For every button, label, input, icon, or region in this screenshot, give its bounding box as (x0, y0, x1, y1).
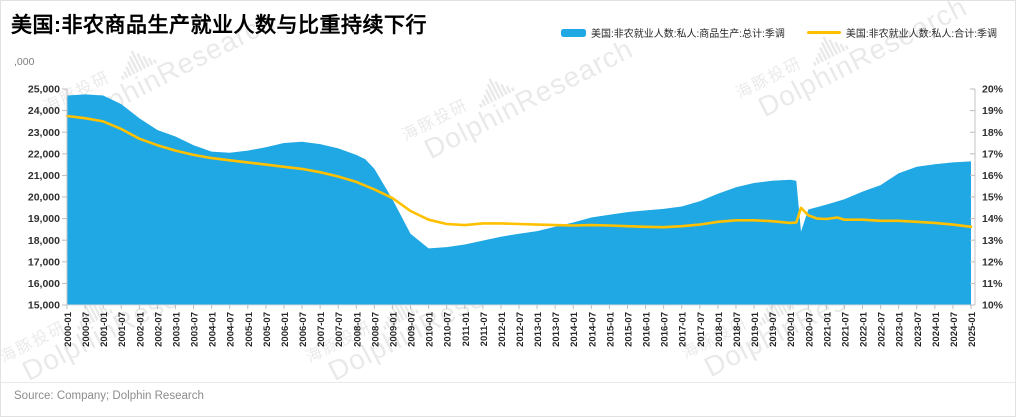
left-axis-tick-label: 15,000 (28, 300, 60, 312)
x-axis-tick-label: 2002-01 (135, 311, 146, 347)
right-axis-tick-label: 11% (982, 278, 1003, 290)
left-axis-tick-label: 16,000 (28, 278, 60, 290)
x-axis-tick-label: 2009-01 (388, 311, 399, 347)
x-axis-tick-label: 2014-01 (569, 311, 580, 347)
x-axis-tick-label: 2002-07 (153, 312, 164, 347)
x-axis-tick-label: 2015-07 (624, 312, 635, 347)
right-axis-tick-label: 19% (982, 105, 1004, 117)
left-axis-tick-label: 19,000 (28, 213, 60, 225)
left-axis-tick-label: 17,000 (28, 256, 60, 268)
x-axis-tick-label: 2001-01 (99, 311, 110, 347)
legend-label-total-private: 美国:非农就业人数:私人:合计:季调 (845, 29, 997, 40)
x-axis-tick-label: 2024-07 (949, 312, 960, 347)
x-axis-tick-label: 2009-07 (407, 312, 418, 347)
left-axis-tick-label: 21,000 (28, 170, 60, 182)
footer-divider (1, 382, 1015, 383)
x-axis-tick-label: 2010-01 (425, 311, 436, 347)
x-axis-tick-label: 2011-07 (479, 312, 490, 346)
x-axis-tick-label: 2006-07 (298, 312, 309, 347)
x-axis-tick-label: 2025-01 (967, 311, 978, 347)
x-axis-tick-label: 2000-01 (63, 311, 74, 347)
area-series (67, 94, 971, 306)
x-axis-tick-label: 2016-07 (660, 312, 671, 347)
x-axis-tick-label: 2019-01 (750, 311, 761, 347)
x-axis-tick-label: 2017-01 (678, 311, 689, 347)
legend-area-swatch (560, 28, 586, 37)
x-axis-tick-label: 2022-01 (859, 311, 870, 347)
x-axis-tick-label: 2005-01 (244, 311, 255, 347)
x-axis-tick-label: 2021-07 (840, 312, 851, 347)
left-axis-tick-label: 22,000 (28, 148, 60, 160)
x-axis-tick-label: 2004-07 (226, 312, 237, 347)
x-axis-tick-label: 2020-01 (786, 311, 797, 347)
left-axis-tick-label: 25,000 (28, 84, 60, 96)
x-axis-tick-label: 2010-07 (443, 312, 454, 347)
right-axis-tick-label: 14% (982, 213, 1004, 225)
x-axis-tick-label: 2012-01 (497, 311, 508, 347)
left-axis-tick-label: 23,000 (28, 127, 60, 139)
right-axis-tick-label: 12% (982, 256, 1004, 268)
x-axis-tick-label: 2003-07 (190, 312, 201, 347)
x-axis-tick-label: 2006-01 (280, 311, 291, 347)
x-axis-tick-label: 2023-01 (895, 311, 906, 347)
x-axis-tick-label: 2001-07 (117, 312, 128, 347)
x-axis-tick-label: 2017-07 (696, 312, 707, 347)
x-axis-tick-label: 2012-07 (515, 312, 526, 347)
x-axis-tick-label: 2003-01 (172, 311, 183, 347)
source-note: Source: Company; Dolphin Research (14, 390, 204, 402)
right-axis-tick-label: 10% (982, 300, 1004, 312)
right-axis-tick-label: 15% (982, 192, 1004, 204)
left-axis-unit-label: ,000 (14, 56, 35, 68)
x-axis-tick-label: 2013-01 (533, 311, 544, 347)
left-axis-tick-label: 24,000 (28, 105, 60, 117)
x-axis-tick-label: 2005-07 (262, 312, 273, 347)
x-axis-tick-label: 2020-07 (804, 312, 815, 347)
x-axis-tick-label: 2000-07 (81, 312, 92, 347)
x-axis-tick-label: 2007-01 (316, 311, 327, 347)
legend-item-goods-producing: 美国:非农就业人数:私人:商品生产:总计:季调 (560, 25, 785, 40)
x-axis-tick-label: 2021-01 (822, 311, 833, 347)
legend-item-total-private: 美国:非农就业人数:私人:合计:季调 (806, 25, 997, 40)
legend: 美国:非农就业人数:私人:商品生产:总计:季调 美国:非农就业人数:私人:合计:… (560, 25, 997, 40)
legend-label-goods-producing: 美国:非农就业人数:私人:商品生产:总计:季调 (590, 29, 785, 40)
chart-title: 美国:非农商品生产就业人数与比重持续下行 (11, 14, 427, 37)
line-series (65, 114, 973, 229)
x-axis-tick-label: 2016-01 (642, 311, 653, 347)
x-axis-tick-label: 2018-07 (732, 312, 743, 347)
legend-line-swatch (806, 30, 841, 35)
x-axis-tick-label: 2019-07 (768, 312, 779, 347)
x-axis-tick-label: 2024-01 (931, 311, 942, 347)
right-axis-tick-label: 20% (982, 84, 1004, 96)
left-axis-tick-label: 18,000 (28, 235, 60, 247)
x-axis-tick-label: 2013-07 (551, 312, 562, 347)
x-axis-tick-label: 2007-07 (334, 312, 345, 347)
right-axis-tick-label: 18% (982, 127, 1004, 139)
right-axis-tick-label: 17% (982, 148, 1004, 160)
x-axis-tick-label: 2015-01 (605, 311, 616, 347)
right-axis-tick-label: 16% (982, 170, 1004, 182)
x-axis-tick-label: 2008-07 (370, 312, 381, 347)
x-axis-tick-label: 2018-01 (714, 311, 725, 347)
x-axis-tick-label: 2008-01 (352, 311, 363, 347)
right-axis-tick-label: 13% (982, 235, 1004, 247)
x-axis-tick-label: 2023-07 (913, 312, 924, 347)
x-axis-tick-label: 2014-07 (587, 312, 598, 347)
left-axis-tick-label: 20,000 (28, 192, 60, 204)
x-axis-tick-label: 2022-07 (877, 312, 888, 347)
x-axis-tick-label: 2011-01 (461, 311, 472, 346)
x-axis-tick-label: 2004-01 (208, 311, 219, 347)
